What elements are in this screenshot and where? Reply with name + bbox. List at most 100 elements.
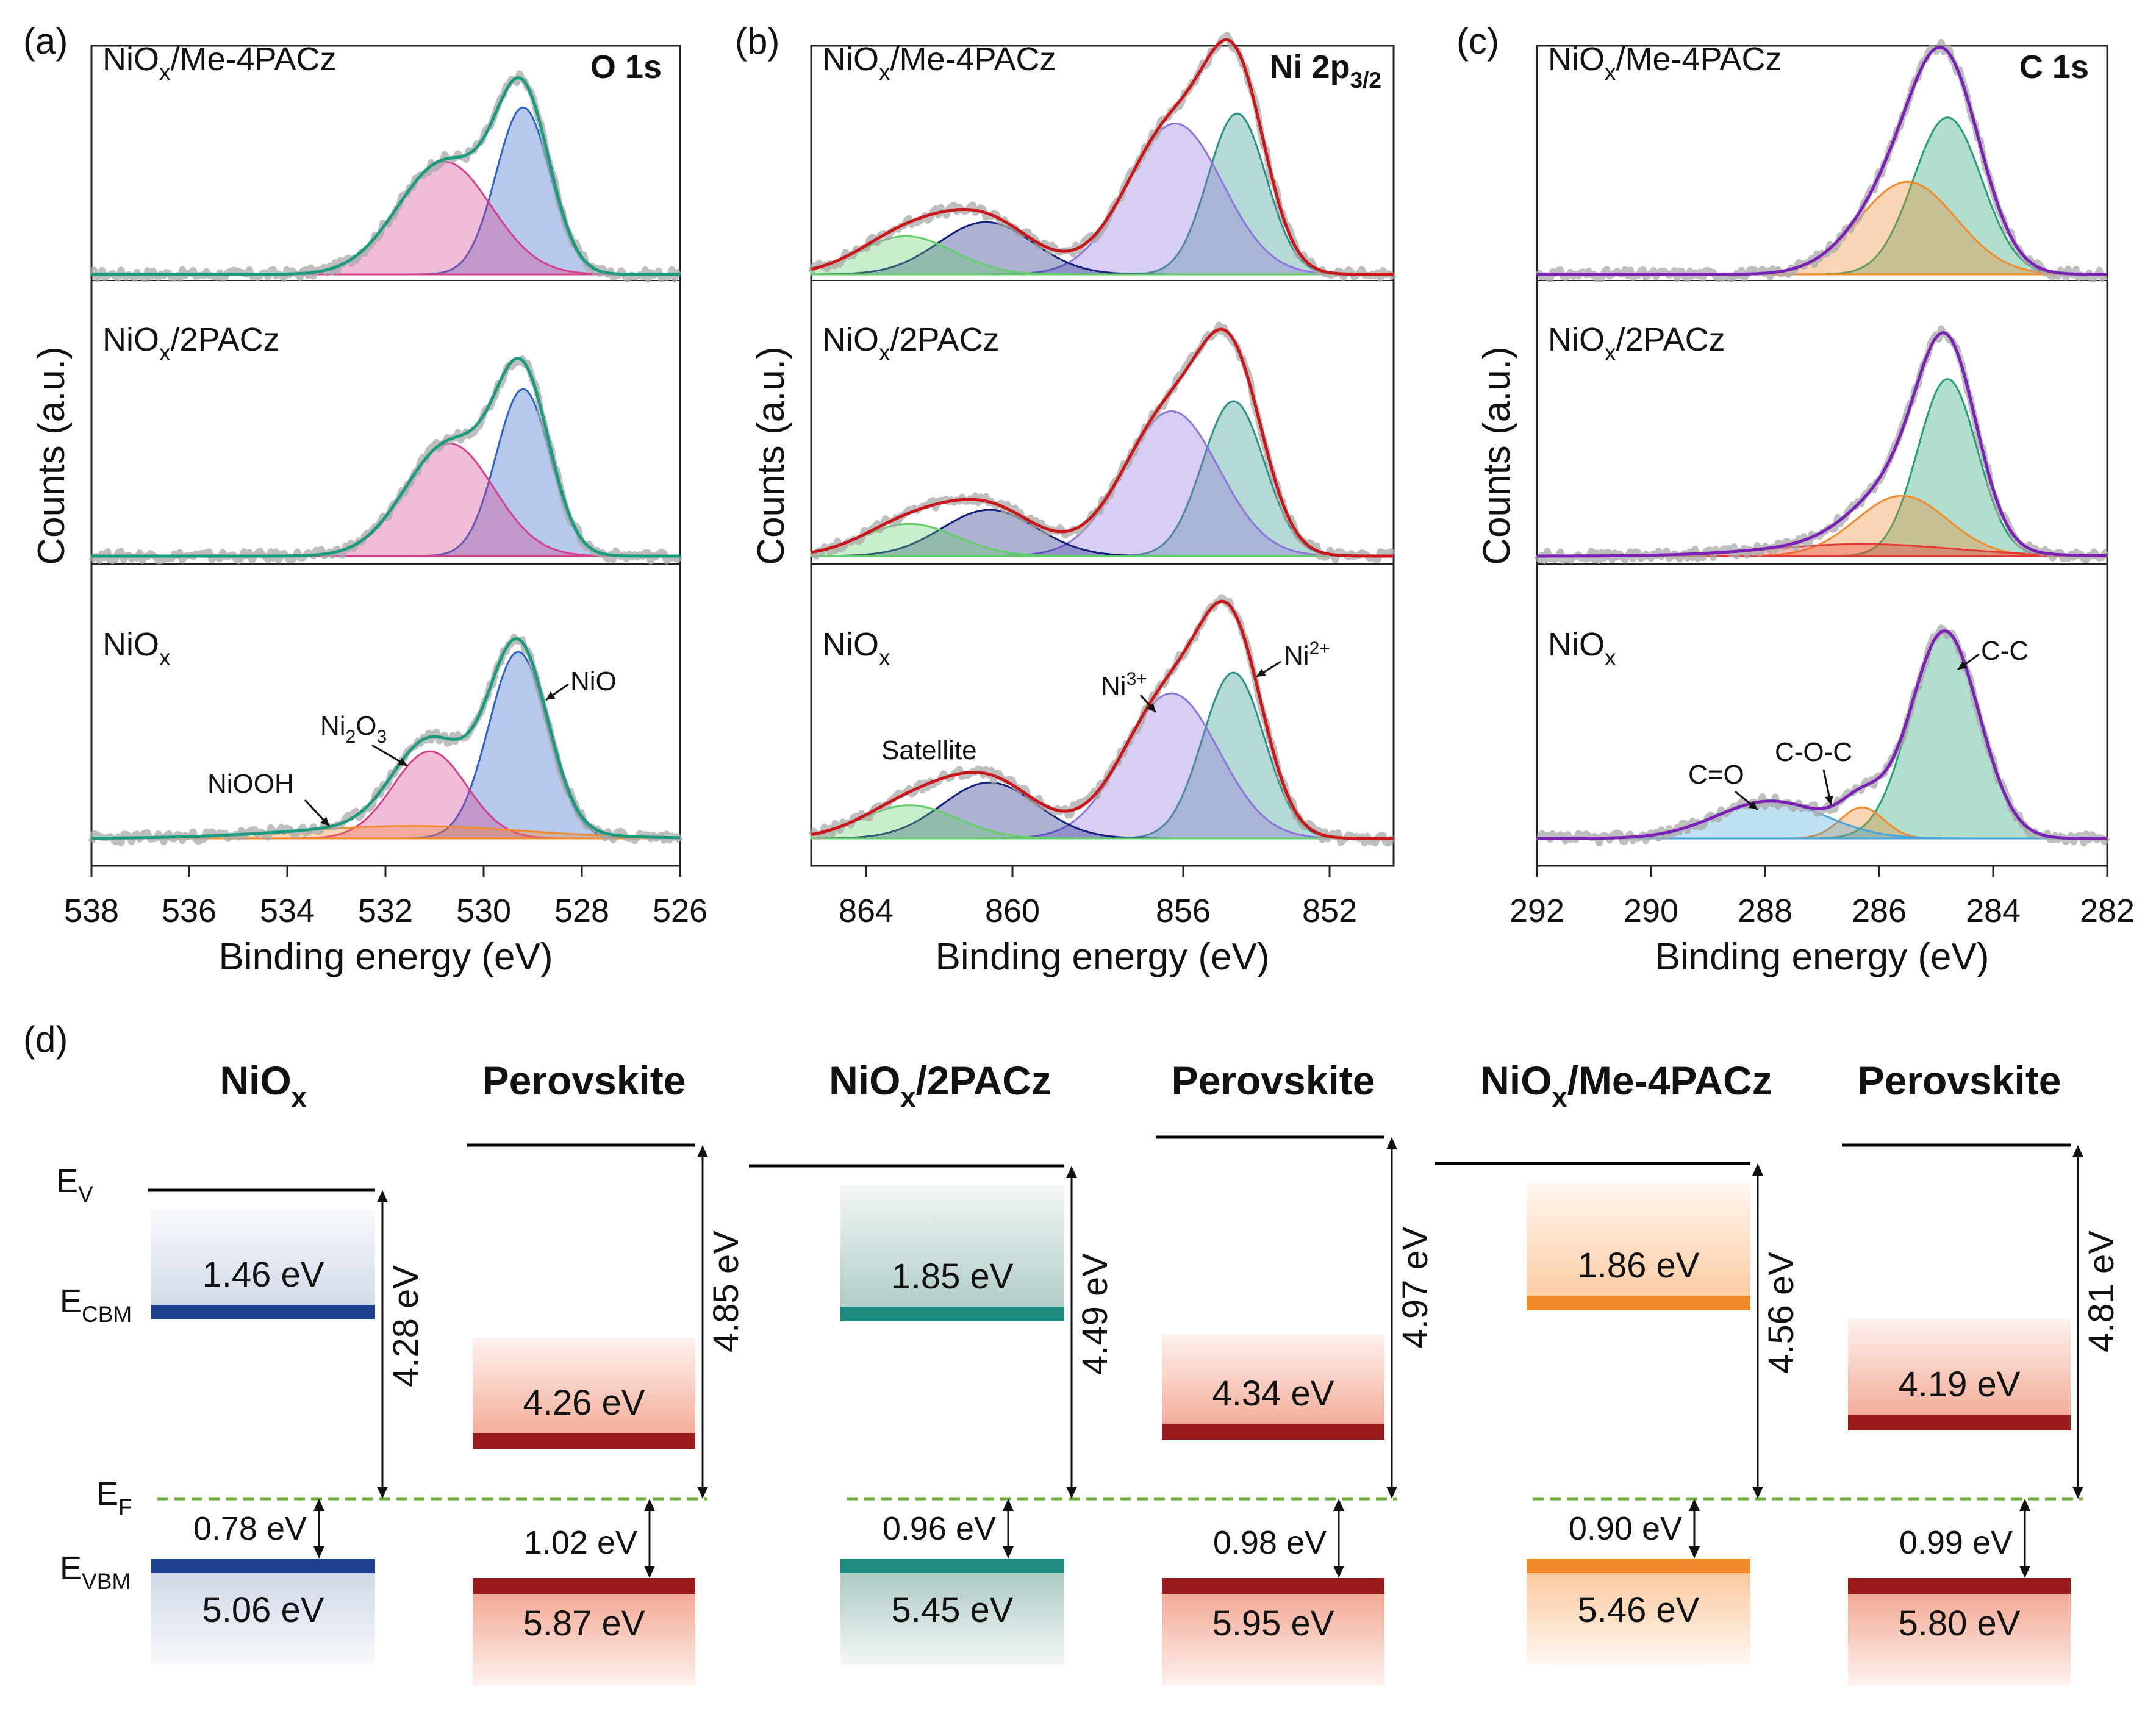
htl-vb-fill xyxy=(1527,1573,1750,1665)
annotation-arrowhead xyxy=(1147,702,1156,712)
pvk-cbm-block xyxy=(1162,1424,1384,1440)
y-axis-label: Counts (a.u.) xyxy=(750,346,792,565)
subplot-label-part: x xyxy=(1605,340,1616,365)
fit-envelope xyxy=(1537,45,2107,276)
annotation-ni2o3-part: 2 xyxy=(346,727,356,747)
perovskite-title: Perovskite xyxy=(1172,1058,1375,1103)
annotation-ni2o3-part: Ni xyxy=(320,711,346,741)
perovskite-title-part: Perovskite xyxy=(482,1058,686,1103)
fit-component xyxy=(91,442,680,557)
x-axis-label: Binding energy (eV) xyxy=(1655,936,1989,978)
subplot-label-part: NiO xyxy=(102,41,159,77)
x-tick-label: 284 xyxy=(1966,893,2021,929)
panel-d-label: (d) xyxy=(23,1019,68,1060)
fit-component xyxy=(810,235,1394,276)
htl-work-function: 4.28 eV xyxy=(386,1265,426,1387)
x-tick-label-part: 536 xyxy=(162,893,217,929)
xps-subplot: NiOx/2PACz xyxy=(1534,321,2110,564)
x-tick-label: 856 xyxy=(1156,893,1211,929)
annotation-co: C=O xyxy=(1688,760,1744,790)
annotation-co-part: C=O xyxy=(1688,760,1744,790)
x-tick-label: 286 xyxy=(1852,893,1907,929)
pvk-wf-arrow-head-top xyxy=(2072,1145,2083,1157)
annotation-satellite: Satellite xyxy=(881,735,977,765)
xps-panel-1: (b) Ni 2p3/2 Counts (a.u.) Binding energy (… xyxy=(735,21,1397,978)
htl-wf-arrow-head-bottom xyxy=(377,1487,388,1499)
x-tick-label: 290 xyxy=(1624,893,1678,929)
pvk-ef-vbm-arrow-head-bottom xyxy=(1333,1566,1344,1578)
annotation-cc: C-C xyxy=(1981,636,2029,666)
htl-work-function: 4.49 eV xyxy=(1075,1253,1115,1375)
annotation-ni2o3: Ni2O3 xyxy=(320,711,387,747)
htl-title-part: x xyxy=(1552,1082,1567,1113)
x-tick-label-part: 528 xyxy=(554,893,609,929)
htl-ef-vbm-arrow-head-top xyxy=(313,1499,324,1511)
label-ecbm-part: E xyxy=(60,1283,82,1319)
subplot-label-part: x xyxy=(879,340,890,365)
label-ecbm-part: CBM xyxy=(82,1302,132,1327)
pvk-cb-fill xyxy=(1162,1334,1384,1430)
pvk-vb-fill xyxy=(1848,1594,2071,1685)
label-evbm: EVBM xyxy=(60,1550,131,1594)
x-axis-label-part: Binding energy (eV) xyxy=(219,936,553,978)
subplot-label-part: NiO xyxy=(102,321,159,358)
pvk-ef-vbm-part: 0.98 eV xyxy=(1213,1524,1327,1561)
perovskite-title: Perovskite xyxy=(482,1058,686,1103)
htl-vbm-value: 5.46 eV xyxy=(1578,1590,1700,1630)
x-tick-label: 526 xyxy=(653,893,707,929)
htl-title-part: NiO xyxy=(829,1058,900,1103)
htl-title: NiOx/2PACz xyxy=(829,1058,1051,1113)
annotation-satellite-part: Satellite xyxy=(881,735,977,765)
fit-envelope xyxy=(1537,331,2108,558)
pvk-vbm-value: 5.87 eV xyxy=(523,1604,645,1643)
y-axis-label: Counts (a.u.) xyxy=(1476,346,1518,565)
x-tick-label-part: 526 xyxy=(653,893,707,929)
subplot-label-part: NiO xyxy=(822,321,879,358)
panel-title-part: C 1s xyxy=(2019,49,2089,85)
pvk-vbm-value: 5.80 eV xyxy=(1899,1604,2021,1643)
annotation-ni2: Ni2+ xyxy=(1284,638,1330,671)
panel-title: O 1s xyxy=(590,49,662,85)
subplot-label-part: /Me-4PACz xyxy=(1616,41,1782,77)
xps-subplot: NiOx xyxy=(808,594,1395,847)
htl-vb-fill xyxy=(151,1573,375,1665)
htl-ef-vbm-arrow-head-bottom xyxy=(1689,1546,1700,1559)
xps-subplot: NiOx/2PACz xyxy=(88,321,683,565)
subplot-label-part: /2PACz xyxy=(1616,321,1725,358)
x-tick-label-part: 284 xyxy=(1966,893,2021,929)
annotation-arrowhead xyxy=(546,691,556,700)
annotation-niooh: NiOOH xyxy=(207,769,294,799)
annotation-coc-part: C-O-C xyxy=(1775,737,1852,767)
panel-title-part: Ni 2p xyxy=(1270,49,1350,85)
htl-wf-arrow-head-top xyxy=(1752,1163,1763,1176)
perovskite-title-part: Perovskite xyxy=(1858,1058,2061,1103)
label-evbm-part: E xyxy=(60,1550,82,1587)
pvk-ef-vbm-arrow-head-bottom xyxy=(644,1566,655,1578)
annotation-ni2o3-part: O xyxy=(356,711,376,741)
htl-vbm-value: 5.45 eV xyxy=(892,1590,1014,1630)
fit-envelope xyxy=(91,637,680,840)
pvk-vbm-value-part: 5.80 eV xyxy=(1899,1604,2021,1643)
subplot-label-part: x xyxy=(879,645,890,670)
htl-vbm-value-part: 5.45 eV xyxy=(892,1590,1014,1630)
pvk-cb-fill xyxy=(1848,1318,2071,1421)
htl-cb-fill xyxy=(840,1185,1064,1313)
htl-ef-vbm-part: 0.96 eV xyxy=(883,1510,996,1547)
label-ev-part: V xyxy=(78,1182,93,1207)
fit-envelope xyxy=(91,76,680,276)
annotation-arrowhead xyxy=(1825,795,1833,805)
fit-component xyxy=(810,804,1394,840)
xps-subplot: NiOx xyxy=(1536,624,2110,847)
htl-vbm-value-part: 5.06 eV xyxy=(202,1590,324,1630)
htl-ef-vbm: 0.90 eV xyxy=(1569,1510,1682,1547)
fit-component xyxy=(810,523,1394,557)
pvk-work-function-part: 4.85 eV xyxy=(706,1230,746,1352)
pvk-work-function: 4.97 eV xyxy=(1395,1226,1435,1348)
pvk-work-function: 4.85 eV xyxy=(706,1230,746,1352)
panel-label: (a) xyxy=(23,21,68,62)
x-tick-label: 852 xyxy=(1302,893,1357,929)
subplot-label: NiOx xyxy=(1548,626,1616,670)
plot-frame xyxy=(810,45,1395,867)
